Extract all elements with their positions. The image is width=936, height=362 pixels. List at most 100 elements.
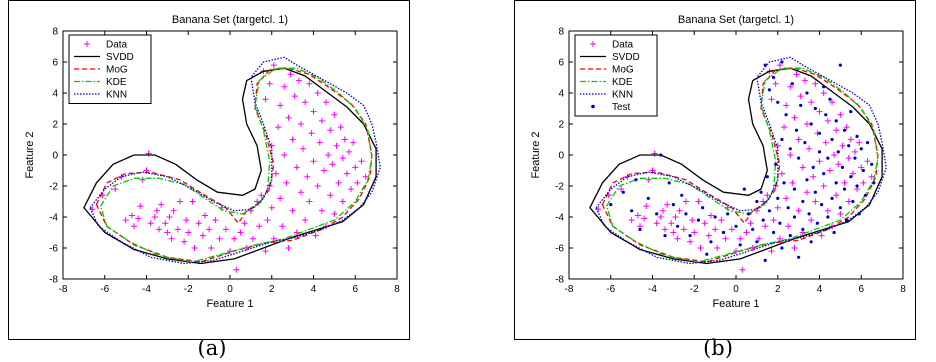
x-tick-label: -8: [565, 284, 574, 295]
legend-label-data: Data: [612, 40, 634, 51]
data-point: [657, 214, 664, 220]
data-point: [293, 164, 300, 171]
test-point: [861, 168, 865, 173]
chart-b: Banana Set (targetcl. 1) -8 -6 -4 -2 0 2 4 6 8 -8 -…: [530, 14, 906, 310]
data-point: [841, 179, 848, 186]
test-point: [771, 230, 776, 235]
test-point: [696, 218, 701, 222]
test-point: [842, 128, 847, 132]
legend-label-svdd: SVDD: [612, 52, 640, 63]
data-point: [682, 198, 689, 205]
data-point: [158, 201, 165, 208]
data-point: [856, 139, 863, 146]
data-point: [199, 232, 206, 239]
test-point: [813, 190, 817, 194]
data-point: [323, 99, 330, 106]
data-point: [845, 198, 852, 205]
data-point: [289, 207, 296, 214]
data-point: [310, 108, 317, 115]
data-point: [820, 90, 827, 96]
data-point: [306, 198, 313, 205]
test-point: [776, 196, 780, 200]
data-point: [308, 130, 315, 137]
data-point: [275, 124, 282, 131]
data-point: [295, 77, 302, 84]
chart-panel-b: Banana Set (targetcl. 1) -8 -6 -4 -2 0 2 4 6 8 -8 -…: [514, 0, 916, 340]
data-point: [695, 198, 702, 205]
data-point: [783, 102, 790, 109]
data-point: [743, 229, 750, 236]
plot-data: [83, 56, 381, 273]
y-tick-label: -4: [49, 213, 58, 224]
data-point: [833, 192, 840, 199]
x-tick-label: -8: [59, 284, 68, 295]
test-point: [680, 193, 684, 197]
legend-label-mog: MoG: [106, 65, 128, 76]
data-point: [249, 235, 256, 242]
data-point: [795, 207, 802, 214]
test-point: [634, 178, 638, 182]
test-point: [780, 137, 784, 142]
data-point: [241, 220, 248, 227]
caption-a: (a): [197, 336, 227, 360]
data-point: [135, 215, 142, 222]
test-point: [701, 206, 705, 210]
test-point: [755, 240, 759, 244]
test-point: [763, 63, 767, 67]
data-point: [764, 192, 771, 199]
test-point: [788, 147, 792, 151]
test-point: [688, 234, 692, 238]
test-point: [859, 147, 863, 151]
x-tick-label: 2: [269, 284, 275, 295]
data-point: [237, 229, 244, 236]
data-point: [787, 83, 794, 90]
data-point: [697, 245, 704, 251]
test-point: [788, 234, 792, 238]
test-point: [797, 255, 801, 259]
data-point: [831, 152, 838, 158]
chart-a: Banana Set (targetcl. 1) -8 -6 -4 -2 0 2 4 6 8 -8 -…: [24, 14, 400, 310]
x-axis-label: Feature 1: [712, 298, 759, 310]
test-point: [776, 100, 780, 104]
data-point: [258, 192, 265, 199]
test-point: [857, 212, 861, 216]
data-point: [318, 117, 325, 124]
data-point: [316, 139, 323, 146]
data-point: [289, 136, 296, 143]
data-point: [737, 235, 744, 242]
data-point: [262, 96, 269, 103]
test-point: [609, 203, 613, 207]
test-point: [794, 128, 799, 132]
data-point: [824, 117, 831, 124]
data-point: [277, 195, 284, 202]
test-point: [815, 221, 820, 225]
test-point: [809, 240, 813, 244]
x-axis-label: Feature 1: [206, 298, 253, 310]
data-point: [672, 214, 679, 220]
data-point: [137, 203, 144, 210]
data-point: [659, 207, 666, 214]
data-point: [816, 108, 823, 115]
data-point: [680, 226, 687, 233]
data-point: [352, 164, 359, 171]
data-point: [362, 173, 369, 180]
test-point: [767, 88, 771, 92]
data-point: [808, 217, 815, 224]
series-kde-boundary: [605, 67, 879, 263]
data-point: [262, 248, 269, 255]
test-point: [811, 165, 815, 169]
data-point: [770, 217, 777, 224]
data-point: [164, 229, 171, 236]
y-tick-label: -4: [555, 213, 564, 224]
data-point: [343, 170, 350, 177]
data-point: [331, 111, 338, 118]
data-point: [860, 179, 867, 186]
test-point: [709, 240, 713, 244]
test-point: [759, 190, 763, 194]
test-point: [667, 181, 671, 185]
data-point: [277, 102, 284, 109]
test-point: [786, 206, 790, 210]
data-point: [687, 238, 694, 245]
data-point: [147, 220, 154, 227]
data-point: [345, 148, 352, 155]
